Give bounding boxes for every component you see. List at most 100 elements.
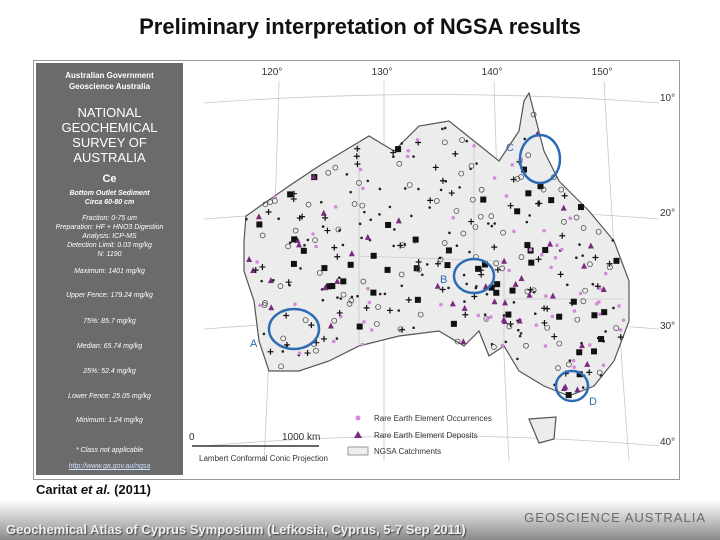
sample-point xyxy=(303,243,306,247)
sample-point xyxy=(518,334,522,338)
stat: Lower Fence: 25.05 mg/kg xyxy=(68,393,151,400)
sample-point xyxy=(438,256,442,260)
sample-point xyxy=(618,328,623,332)
sample-point xyxy=(507,268,511,273)
sample-point xyxy=(412,236,419,243)
sample-point xyxy=(569,300,576,307)
sample-point xyxy=(598,286,602,291)
sample-point xyxy=(550,314,555,319)
sample-point xyxy=(319,200,323,204)
sample-point xyxy=(525,152,532,159)
sample-point xyxy=(441,240,448,246)
sample-point xyxy=(549,265,553,270)
sample-point xyxy=(290,196,297,203)
sample-point xyxy=(299,267,302,270)
sample-point xyxy=(478,271,485,278)
legend-symbol xyxy=(355,415,361,421)
sample-point xyxy=(256,221,263,228)
sample-point xyxy=(366,179,370,183)
sample-point xyxy=(439,188,443,192)
sample-point xyxy=(356,294,359,298)
method: N: 1190 xyxy=(97,251,122,258)
sample-point xyxy=(280,335,287,342)
sample-point xyxy=(304,350,311,357)
sample-point xyxy=(287,191,294,198)
sample-point xyxy=(370,289,377,296)
sample-point xyxy=(475,265,482,272)
legend-symbol xyxy=(347,446,369,456)
sample-point xyxy=(594,301,599,306)
sample-point xyxy=(509,287,516,294)
sample-point xyxy=(262,332,266,336)
sample-point xyxy=(455,244,459,247)
parallel xyxy=(203,435,660,447)
sample-point xyxy=(584,360,591,367)
sample-point xyxy=(427,197,434,204)
sample-point xyxy=(400,142,404,145)
sample-point xyxy=(354,145,361,152)
sample-point xyxy=(572,365,576,369)
survey-title: NATIONAL xyxy=(77,105,142,120)
sample-point xyxy=(336,296,339,299)
sample-point xyxy=(412,326,415,330)
sample-point xyxy=(572,309,577,313)
sample-point xyxy=(358,167,363,172)
sample-point xyxy=(570,298,577,305)
sample-point xyxy=(581,262,588,269)
sample-point xyxy=(267,199,274,205)
sample-point xyxy=(397,242,404,249)
sample-point xyxy=(448,231,451,235)
sample-point xyxy=(612,306,615,310)
sample-point xyxy=(412,155,415,158)
sample-point xyxy=(369,218,373,222)
sample-point xyxy=(560,204,567,211)
sample-point xyxy=(350,295,354,299)
sample-point xyxy=(600,285,607,292)
sample-point xyxy=(516,317,523,324)
longitude: 140° xyxy=(482,67,503,78)
sample-point xyxy=(558,186,565,193)
sample-point xyxy=(518,254,525,260)
sample-point xyxy=(331,339,336,344)
sample-point xyxy=(415,258,422,265)
sample-point xyxy=(491,244,498,251)
medium: Bottom Outlet Sediment xyxy=(69,190,150,197)
sample-point xyxy=(499,265,505,272)
sample-point xyxy=(329,283,336,290)
sample-point xyxy=(537,183,544,190)
sample-point xyxy=(544,305,551,312)
sample-point xyxy=(305,201,312,208)
sample-point xyxy=(335,337,339,340)
sample-point xyxy=(327,322,334,329)
sample-point xyxy=(475,162,478,165)
sample-point xyxy=(528,259,535,266)
sample-point xyxy=(313,347,319,354)
method: Preparation: HF + HNO3 Digestion xyxy=(55,224,164,231)
organisation: GEOSCIENCE AUSTRALIA xyxy=(524,510,706,525)
sample-point xyxy=(510,162,514,167)
sample-point xyxy=(300,247,307,254)
sample-point xyxy=(603,271,608,276)
sample-point xyxy=(458,186,461,189)
sample-point xyxy=(540,186,547,193)
longitude: 150° xyxy=(592,67,613,78)
sample-point xyxy=(617,334,624,341)
sample-point xyxy=(283,341,290,348)
sample-point xyxy=(507,202,514,209)
sample-point xyxy=(260,279,263,283)
sample-point xyxy=(586,369,593,376)
sample-point xyxy=(333,205,338,209)
sample-point xyxy=(601,363,606,368)
australia xyxy=(243,91,630,397)
sample-point xyxy=(512,280,519,287)
sample-point xyxy=(290,260,297,267)
sample-point xyxy=(385,221,392,228)
method: Fraction: 0-75 um xyxy=(82,215,137,222)
sample-point xyxy=(485,317,490,322)
sample-point xyxy=(267,277,274,284)
sample-point xyxy=(613,257,620,264)
sample-point xyxy=(587,261,593,268)
stat: 75%: 85.7 mg/kg xyxy=(83,318,136,325)
region-label: A xyxy=(250,338,258,350)
sample-point xyxy=(267,348,274,355)
